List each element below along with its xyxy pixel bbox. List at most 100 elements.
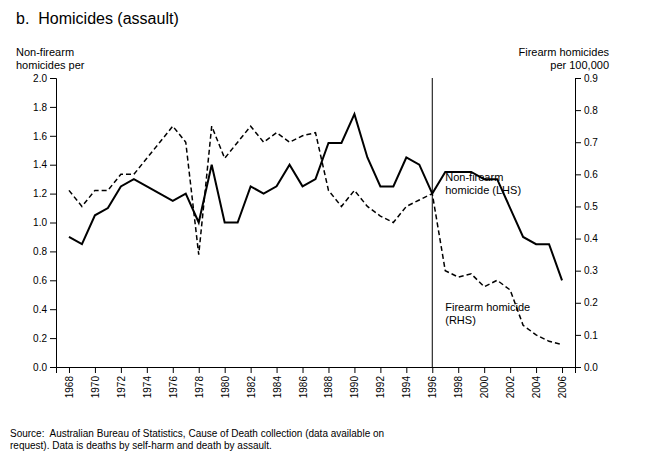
x-tick: 1976 xyxy=(168,367,179,398)
y2-tick-label: 0.0 xyxy=(584,362,598,373)
reference-line xyxy=(432,78,433,367)
y-axis-title-line: homicides per xyxy=(16,59,85,71)
y-tick: 1.6 xyxy=(33,131,56,142)
annotation: Firearm homicide(RHS) xyxy=(445,301,530,326)
x-tick-label: 1994 xyxy=(401,376,412,399)
y2-tick-mark xyxy=(575,142,581,143)
x-tick: 1974 xyxy=(142,367,153,398)
x-tick: 1972 xyxy=(116,367,127,398)
y2-tick-label: 0.7 xyxy=(584,137,598,148)
y2-tick: 0.0 xyxy=(575,362,598,373)
y2-tick-label: 0.4 xyxy=(584,233,598,244)
annotation: Non-firearmhomicide (LHS) xyxy=(445,171,521,196)
annotation-line: Non-firearm xyxy=(445,171,503,183)
x-tick-label: 2004 xyxy=(531,376,542,399)
x-tick-mark xyxy=(354,367,355,373)
y-tick-mark xyxy=(50,309,56,310)
x-tick-mark xyxy=(277,367,278,373)
y2-tick-label: 0.3 xyxy=(584,265,598,276)
x-tick-label: 1968 xyxy=(64,376,75,399)
y2-tick-mark xyxy=(575,174,581,175)
x-tick-mark xyxy=(173,367,174,373)
series-line xyxy=(69,114,562,280)
x-tick-mark xyxy=(251,367,252,373)
y2-tick-label: 0.2 xyxy=(584,297,598,308)
y-tick-label: 0.2 xyxy=(33,333,47,344)
y-tick-mark xyxy=(50,367,56,368)
marks xyxy=(69,78,562,367)
x-tick: 1978 xyxy=(194,367,205,398)
y-tick-label: 0.4 xyxy=(33,304,47,315)
x-tick-label: 1978 xyxy=(194,376,205,399)
x-tick-mark xyxy=(199,367,200,373)
x-tick: 2002 xyxy=(505,367,516,398)
source-note-line: Source: Australian Bureau of Statistics,… xyxy=(10,428,384,439)
y2-tick: 0.2 xyxy=(575,297,598,308)
y2-tick-label: 0.6 xyxy=(584,169,598,180)
y-tick-mark xyxy=(50,107,56,108)
x-tick: 1968 xyxy=(64,367,75,398)
y2-tick: 0.3 xyxy=(575,265,598,276)
x-tick: 1994 xyxy=(401,367,412,398)
x-tick-label: 1998 xyxy=(453,376,464,399)
y-tick-mark xyxy=(50,165,56,166)
y2-tick-label: 0.8 xyxy=(584,105,598,116)
y2-axis-title-line: per 100,000 xyxy=(550,59,609,71)
x-tick-label: 2000 xyxy=(479,376,490,399)
y-tick: 1.2 xyxy=(33,188,56,199)
y2-tick-mark xyxy=(575,206,581,207)
plot-area: 1968197019721974197619781980198219841986… xyxy=(33,73,598,399)
y-tick: 1.8 xyxy=(33,102,56,113)
y-tick-mark xyxy=(50,223,56,224)
y-tick-mark xyxy=(50,194,56,195)
y-axis-title: Non-firearmhomicides per xyxy=(16,46,85,71)
y-tick-mark xyxy=(50,251,56,252)
y2-tick: 0.5 xyxy=(575,201,598,212)
x-tick-label: 2002 xyxy=(505,376,516,399)
x-tick-mark xyxy=(69,367,70,373)
x-tick-mark xyxy=(303,367,304,373)
y2-tick-mark xyxy=(575,367,581,368)
x-tick-mark xyxy=(225,367,226,373)
x-tick-label: 1976 xyxy=(168,376,179,399)
annotations: Non-firearmhomicide (LHS) Firearm homicid… xyxy=(445,171,530,326)
x-tick-mark xyxy=(328,367,329,373)
x-tick: 1988 xyxy=(323,367,334,398)
y2-tick: 0.4 xyxy=(575,233,598,244)
y-tick-label: 1.4 xyxy=(33,159,47,170)
y2-tick: 0.8 xyxy=(575,105,598,116)
x-tick: 1990 xyxy=(349,367,360,398)
chart: 1968197019721974197619781980198219841986… xyxy=(0,0,645,457)
y-axis-title-line: Non-firearm xyxy=(16,46,74,58)
x-tick-label: 1992 xyxy=(375,376,386,399)
x-tick-label: 1988 xyxy=(323,376,334,399)
y2-tick-mark xyxy=(575,303,581,304)
y-axis-line xyxy=(50,79,57,368)
x-tick-mark xyxy=(432,367,433,373)
x-tick-label: 1980 xyxy=(220,376,231,399)
source-note-line: request). Data is deaths by self-harm an… xyxy=(10,440,272,451)
x-tick-mark xyxy=(458,367,459,373)
y2-tick-mark xyxy=(575,239,581,240)
y-tick-label: 0.8 xyxy=(33,246,47,257)
y2-tick: 0.1 xyxy=(575,330,598,341)
y-tick: 0.2 xyxy=(33,333,56,344)
y-tick: 1.0 xyxy=(33,217,56,228)
x-tick-mark xyxy=(380,367,381,373)
y2-tick-mark xyxy=(575,110,581,111)
annotation-line: Firearm homicide xyxy=(445,301,530,313)
x-tick: 2004 xyxy=(531,367,542,398)
source-note: Source: Australian Bureau of Statistics,… xyxy=(10,428,384,451)
x-tick-mark xyxy=(95,367,96,373)
x-tick: 1986 xyxy=(298,367,309,398)
y2-tick-mark xyxy=(575,335,581,336)
y-tick: 0.4 xyxy=(33,304,56,315)
y2-tick: 0.7 xyxy=(575,137,598,148)
y2-tick-label: 0.1 xyxy=(584,330,598,341)
y-tick-label: 0.0 xyxy=(33,362,47,373)
x-tick: 1996 xyxy=(427,367,438,398)
x-tick-label: 1974 xyxy=(142,376,153,399)
y-tick-label: 1.0 xyxy=(33,217,47,228)
x-tick-mark xyxy=(121,367,122,373)
x-tick: 1998 xyxy=(453,367,464,398)
